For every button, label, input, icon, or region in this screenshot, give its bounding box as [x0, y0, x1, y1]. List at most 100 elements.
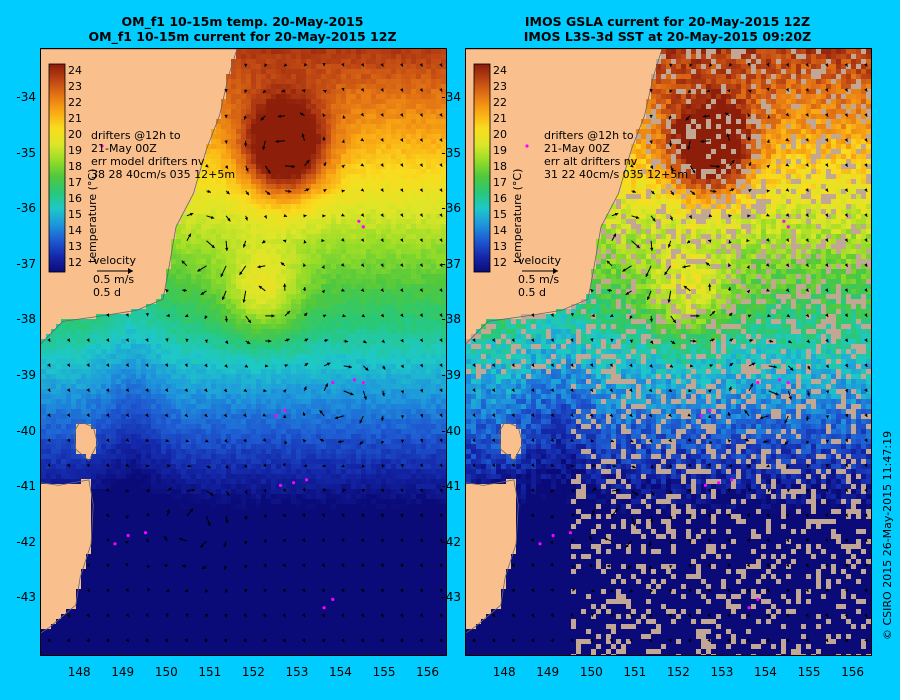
left-colorbar-tick-label: 17 [68, 176, 82, 189]
left-y-tick-label: -40 [2, 424, 36, 438]
right-title-line1: IMOS GSLA current for 20-May-2015 12Z [465, 14, 870, 29]
copyright-text: © CSIRO 2015 26-May-2015 11:47:19 [881, 431, 894, 640]
right-colorbar-tick-label: 12 [493, 256, 507, 269]
right-x-tick-label: 156 [838, 665, 868, 679]
left-colorbar-tick-label: 22 [68, 96, 82, 109]
left-y-tick-label: -42 [2, 535, 36, 549]
right-velocity-legend: velocity 0.5 m/s 0.5 d [518, 254, 561, 299]
left-colorbar-tick-label: 12 [68, 256, 82, 269]
right-y-tick-label: -40 [427, 424, 461, 438]
right-colorbar-tick-label: 15 [493, 208, 507, 221]
right-y-tick-label: -41 [427, 479, 461, 493]
left-colorbar-tick-label: 24 [68, 64, 82, 77]
left-title-line1: OM_f1 10-15m temp. 20-May-2015 [40, 14, 445, 29]
left-colorbar-label: temperature (°C) [86, 169, 99, 263]
left-x-tick-label: 156 [413, 665, 443, 679]
right-colorbar-tick-label: 21 [493, 112, 507, 125]
left-y-tick-label: -38 [2, 312, 36, 326]
right-drifters-line1: drifters @12h to [544, 129, 688, 142]
drifter-point [361, 225, 365, 229]
left-x-tick-label: 152 [238, 665, 268, 679]
left-colorbar-tick-label: 13 [68, 240, 82, 253]
drifter-point [568, 531, 573, 535]
right-y-tick-label: -36 [427, 201, 461, 215]
drifter-legend-marker [100, 144, 104, 148]
right-x-tick-label: 148 [489, 665, 519, 679]
left-x-tick-label: 151 [195, 665, 225, 679]
drifter-tracks [538, 219, 790, 610]
left-drifters-line2: 21-May 00Z [91, 142, 235, 155]
left-colorbar-tick-label: 16 [68, 192, 82, 205]
right-drifters-line3: err alt drifters nv [544, 155, 688, 168]
colorbar-frame [473, 63, 491, 273]
mainland-coastline [41, 49, 238, 344]
right-y-tick-label: -35 [427, 146, 461, 160]
right-x-tick-label: 149 [533, 665, 563, 679]
drifter-point [283, 408, 287, 412]
left-colorbar-tick-label: 23 [68, 80, 82, 93]
left-y-tick-label: -34 [2, 90, 36, 104]
left-velocity-label: velocity [93, 254, 136, 267]
right-title-line2: IMOS L3S-3d SST at 20-May-2015 09:20Z [465, 29, 870, 44]
drifter-point [331, 597, 335, 602]
colorbar-frame [48, 63, 66, 273]
right-drifters-line4: 31 22 40cm/s 035 12+5m [544, 168, 688, 181]
left-x-tick-label: 148 [64, 665, 94, 679]
right-x-tick-label: 153 [707, 665, 737, 679]
velocity-arrows [47, 62, 443, 643]
right-x-tick-label: 155 [794, 665, 824, 679]
left-title-line2: OM_f1 10-15m current for 20-May-2015 12Z [40, 29, 445, 44]
right-x-tick-label: 152 [663, 665, 693, 679]
right-y-tick-label: -38 [427, 312, 461, 326]
mainland-coastline [466, 49, 663, 344]
drifter-point [278, 483, 283, 487]
drifter-point [538, 542, 542, 546]
drifter-legend-marker [525, 144, 529, 148]
right-x-tick-label: 150 [576, 665, 606, 679]
drifter-point [708, 408, 712, 412]
drifter-point [322, 606, 326, 610]
left-x-tick-label: 149 [108, 665, 138, 679]
drifter-point [747, 606, 751, 610]
drifter-tracks [113, 219, 365, 610]
left-colorbar-tick-label: 14 [68, 224, 82, 237]
left-y-tick-label: -41 [2, 479, 36, 493]
right-x-tick-label: 151 [620, 665, 650, 679]
right-velocity-label: velocity [518, 254, 561, 267]
right-drifters-legend: drifters @12h to 21-May 00Z err alt drif… [544, 129, 688, 181]
drifter-point [703, 483, 708, 487]
right-colorbar-tick-label: 20 [493, 128, 507, 141]
right-colorbar-tick-label: 17 [493, 176, 507, 189]
velocity-arrows [472, 62, 868, 643]
drifter-point [717, 481, 721, 485]
right-y-tick-label: -34 [427, 90, 461, 104]
drifter-point [782, 219, 786, 223]
left-x-tick-label: 153 [282, 665, 312, 679]
right-velocity-time: 0.5 d [518, 286, 561, 299]
drifter-point [551, 533, 555, 538]
left-map-plot: drifters @12h to 21-May 00Z err model dr… [40, 48, 447, 656]
flinders-island-coastline [498, 420, 524, 462]
left-drifters-legend: drifters @12h to 21-May 00Z err model dr… [91, 129, 235, 181]
drifter-point [777, 378, 782, 382]
right-colorbar-tick-label: 19 [493, 144, 507, 157]
left-colorbar-tick-label: 19 [68, 144, 82, 157]
drifter-point [786, 381, 790, 385]
left-drifters-line3: err model drifters nv [91, 155, 235, 168]
drifter-point [305, 478, 309, 482]
drifter-point [113, 542, 117, 546]
left-y-tick-label: -35 [2, 146, 36, 160]
left-velocity-legend: velocity 0.5 m/s 0.5 d [93, 254, 136, 299]
left-colorbar-tick-label: 21 [68, 112, 82, 125]
left-y-tick-label: -43 [2, 590, 36, 604]
left-x-tick-label: 150 [151, 665, 181, 679]
left-drifters-line4: 38 28 40cm/s 035 12+5m [91, 168, 235, 181]
left-colorbar-tick-label: 15 [68, 208, 82, 221]
right-y-tick-label: -43 [427, 590, 461, 604]
right-colorbar-tick-label: 18 [493, 160, 507, 173]
tasmania-coastline [41, 479, 94, 634]
right-colorbar-tick-label: 13 [493, 240, 507, 253]
left-x-tick-label: 155 [369, 665, 399, 679]
left-y-tick-label: -37 [2, 257, 36, 271]
left-y-tick-label: -36 [2, 201, 36, 215]
